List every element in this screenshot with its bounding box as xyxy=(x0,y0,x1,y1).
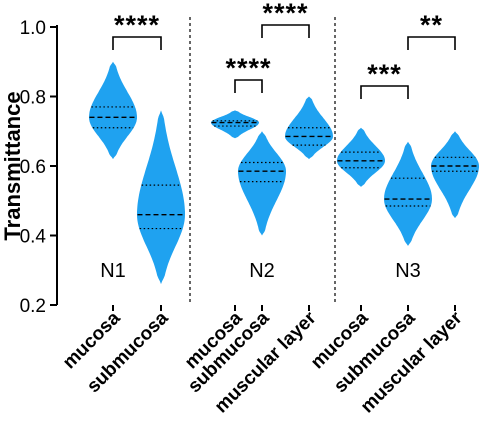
y-tick-label: 0.6 xyxy=(20,157,46,178)
violin-N3-muscular-layer xyxy=(431,131,479,219)
significance-bracket xyxy=(360,85,409,99)
violin-N1-mucosa xyxy=(89,61,137,160)
group-label: N2 xyxy=(249,260,275,282)
group-label: N3 xyxy=(395,260,421,282)
y-tick-label: 0.2 xyxy=(20,296,46,317)
significance-bracket xyxy=(112,36,162,50)
significance-bracket xyxy=(234,79,263,93)
violin-N2-mucosa xyxy=(211,110,259,139)
significance-label: **** xyxy=(262,0,308,28)
significance-label: ** xyxy=(420,10,443,40)
significance-bracket xyxy=(407,36,456,50)
axes: 0.2 0.4 0.6 0.8 1.0 Transmittance xyxy=(0,17,456,317)
y-tick-label: 0.8 xyxy=(20,88,46,109)
significance-label: **** xyxy=(225,53,271,83)
y-tick-label: 0.4 xyxy=(20,227,47,248)
significance-label: *** xyxy=(367,59,402,89)
group-label: N1 xyxy=(100,260,126,282)
violin-N1-submucosa xyxy=(137,110,185,285)
violin-N3-submucosa xyxy=(384,141,432,246)
violin-N2-submucosa xyxy=(238,131,286,236)
violin-N3-mucosa xyxy=(337,127,385,187)
significance-label: **** xyxy=(114,10,160,40)
significance-bracket xyxy=(261,24,310,38)
y-axis-title: Transmittance xyxy=(0,91,25,240)
violins xyxy=(89,61,479,285)
y-tick-label: 1.0 xyxy=(20,18,46,39)
